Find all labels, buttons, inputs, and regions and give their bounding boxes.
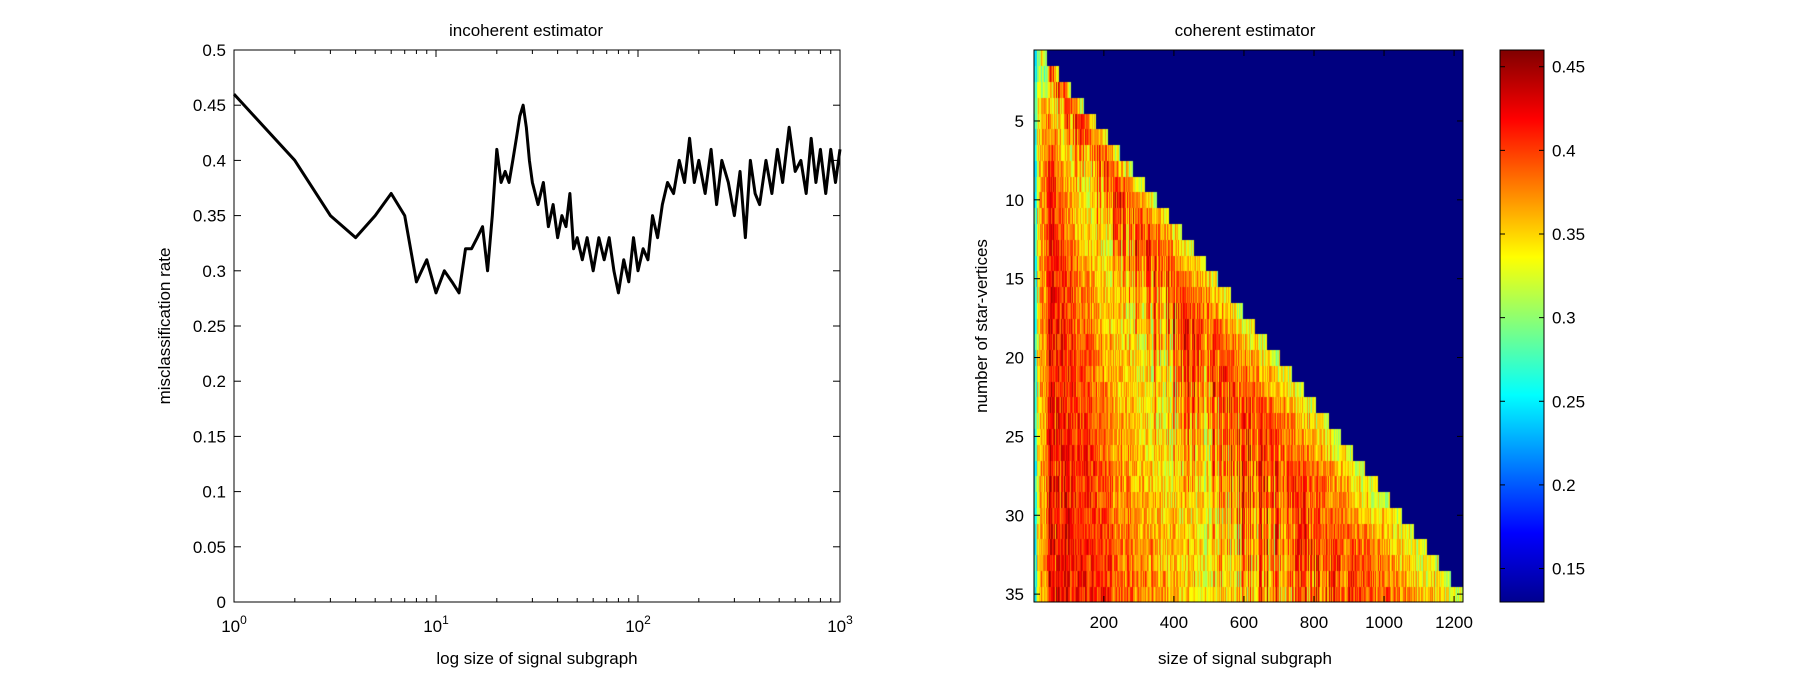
colorbar-tick-label: 0.35 [1552,225,1585,244]
x-tick-label: 101 [423,613,449,636]
colorbar-tick-label: 0.15 [1552,560,1585,579]
y-tick-label: 0.05 [193,538,226,557]
y-tick-label: 0.1 [202,483,226,502]
coherent-x-label: size of signal subgraph [1158,649,1332,668]
y-tick-label: 0.5 [202,41,226,60]
incoherent-y-label: misclassification rate [155,248,174,405]
heatmap-y-tick-label: 35 [1005,585,1024,604]
heatmap-x-tick-label: 200 [1090,613,1118,632]
y-tick-label: 0.2 [202,372,226,391]
coherent-y-label: number of star-vertices [972,239,991,413]
heatmap-y-tick-label: 15 [1005,270,1024,289]
coherent-y-ticks: 5 10 15 20 25 30 35 [1005,112,1463,604]
y-tick-label: 0.15 [193,427,226,446]
coherent-title: coherent estimator [1175,21,1316,40]
x-tick-label: 103 [827,613,853,636]
heatmap-image [1034,50,1463,602]
misclassification-line [232,93,842,295]
heatmap-x-tick-label: 1200 [1435,613,1473,632]
heatmap-y-tick-label: 10 [1005,191,1024,210]
x-tick-label: 102 [625,613,651,636]
x-tick-base: 10 [827,617,846,636]
incoherent-x-ticks: 100 101 102 103 [221,50,853,636]
colorbar-tick-label: 0.4 [1552,141,1576,160]
x-tick-base: 10 [423,617,442,636]
x-tick-exponent: 0 [240,613,247,627]
heatmap-y-tick-label: 5 [1015,112,1024,131]
y-tick-label: 0.25 [193,317,226,336]
heatmap-x-tick-label: 1000 [1365,613,1403,632]
y-tick-label: 0.45 [193,96,226,115]
colorbar-gradient [1499,49,1545,603]
colorbar-tick-label: 0.45 [1552,58,1585,77]
x-tick-label: 100 [221,613,247,636]
heatmap-y-tick-label: 25 [1005,427,1024,446]
x-tick-exponent: 2 [644,613,651,627]
heatmap-x-tick-label: 800 [1300,613,1328,632]
colorbar-tick-label: 0.2 [1552,476,1576,495]
heatmap-y-tick-label: 30 [1005,506,1024,525]
incoherent-x-label: log size of signal subgraph [436,649,637,668]
heatmap-x-tick-label: 600 [1230,613,1258,632]
heatmap-axes-box [1033,49,1464,603]
colorbar-tick-label: 0.25 [1552,392,1585,411]
incoherent-panel: incoherent estimator 0 0.05 0.1 0.15 0.2 0.25… [155,21,853,668]
y-tick-label: 0.4 [202,151,226,170]
colorbar: 0.15 0.2 0.25 0.3 0.35 0.4 0.45 [1499,49,1585,603]
coherent-panel: coherent estimator 5 10 15 20 25 30 35 200 400 6… [972,21,1473,668]
y-tick-label: 0 [217,593,226,612]
heatmap-y-tick-label: 20 [1005,349,1024,368]
colorbar-ticks: 0.15 0.2 0.25 0.3 0.35 0.4 0.45 [1500,58,1585,579]
coherent-x-ticks: 200 400 600 800 1000 1200 [1090,50,1473,632]
heatmap-x-tick-label: 400 [1160,613,1188,632]
x-tick-exponent: 3 [846,613,853,627]
x-tick-base: 10 [625,617,644,636]
incoherent-title: incoherent estimator [449,21,603,40]
colorbar-tick-label: 0.3 [1552,309,1576,328]
x-tick-exponent: 1 [442,613,449,627]
y-tick-label: 0.35 [193,207,226,226]
incoherent-axes-box [233,49,841,603]
incoherent-y-ticks: 0 0.05 0.1 0.15 0.2 0.25 0.3 0.35 0.4 0.45 0.5 [193,41,840,612]
y-tick-label: 0.3 [202,262,226,281]
x-tick-base: 10 [221,617,240,636]
